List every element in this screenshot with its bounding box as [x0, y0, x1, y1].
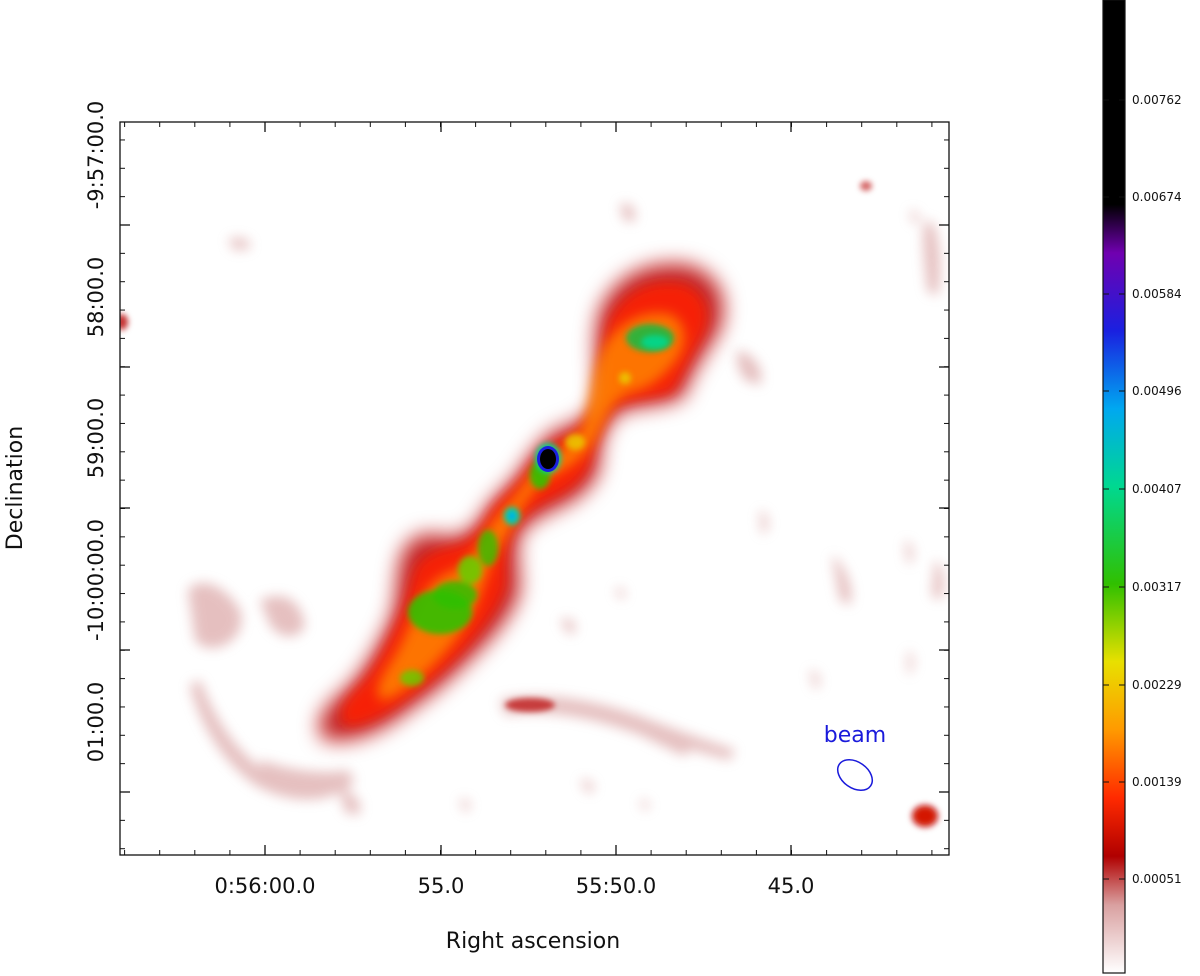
beam-ellipse — [836, 759, 874, 791]
y-tick-label: 01:00.0 — [84, 682, 108, 763]
x-axis-title: Right ascension — [446, 929, 620, 954]
beam-label: beam — [824, 723, 886, 748]
colorbar — [1102, 0, 1126, 974]
colorbar-tick-label: 0.00229 — [1132, 678, 1182, 692]
x-axis — [264, 122, 792, 855]
colorbar-tick-label: 0.00407 — [1132, 482, 1182, 496]
colorbar-ticks — [1103, 99, 1125, 880]
colorbar-tick-label: 0.00139 — [1132, 775, 1182, 789]
y-tick-label: -10:00:00.0 — [84, 519, 108, 641]
x-tick-label: 45.0 — [768, 874, 815, 898]
y-tick-label: -9:57:00.0 — [84, 101, 108, 210]
colorbar-tick-label: 0.00317 — [1132, 580, 1182, 594]
x-tick-label: 55:50.0 — [576, 874, 657, 898]
diffuse-emission — [188, 203, 944, 815]
colorbar-tick-label: 0.00051 — [1132, 872, 1182, 886]
emission-map — [120, 181, 944, 828]
colorbar-fill — [1103, 0, 1125, 973]
y-tick-label: 58:00.0 — [84, 257, 108, 338]
plot-frame — [119, 121, 950, 856]
x-tick-label: 0:56:00.0 — [215, 874, 316, 898]
colorbar-tick-label: 0.00762 — [1132, 93, 1182, 107]
colorbar-tick-label: 0.00584 — [1132, 287, 1182, 301]
colorbar-frame — [1102, 0, 1126, 974]
colorbar-tick-label: 0.00496 — [1132, 384, 1182, 398]
radio-core — [537, 446, 559, 472]
colorbar-labels: 0.00762 0.00674 0.00584 0.00496 0.00407 0.003… — [1132, 93, 1182, 886]
y-axis — [120, 224, 949, 793]
y-axis-title: Declination — [3, 426, 28, 550]
x-tick-label: 55.0 — [418, 874, 465, 898]
compact-sources — [120, 181, 939, 828]
y-tick-label: 59:00.0 — [84, 398, 108, 479]
colorbar-tick-label: 0.00674 — [1132, 190, 1182, 204]
